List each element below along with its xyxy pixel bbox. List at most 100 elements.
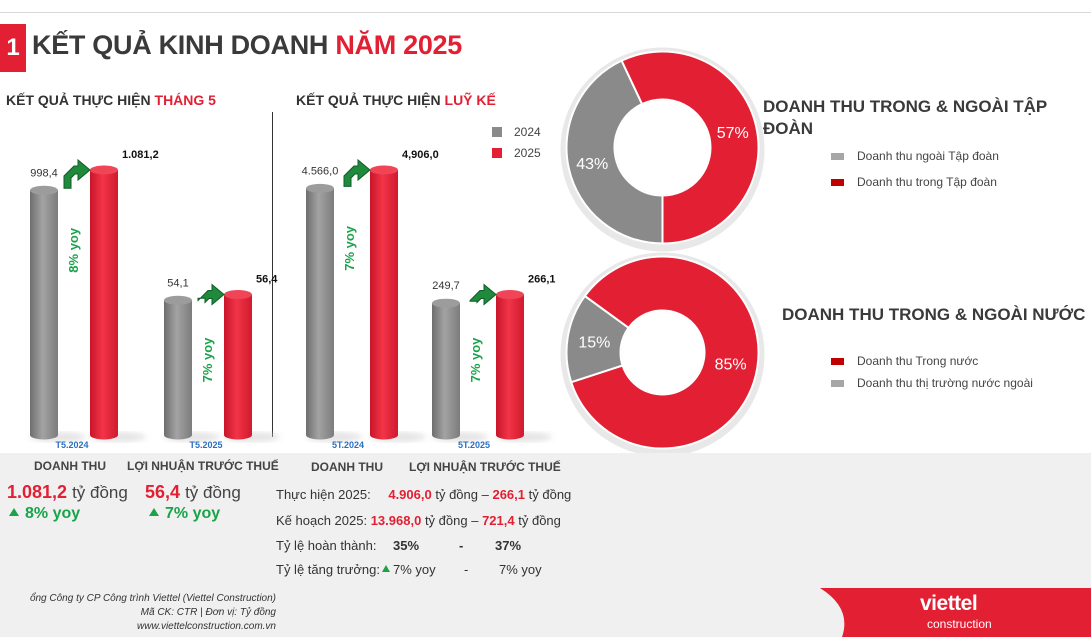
- pie1-legend-swatch-2: [831, 178, 844, 186]
- donut-hole: [615, 100, 710, 195]
- up-triangle-icon: [382, 565, 390, 572]
- actual-unit: tỷ đồng: [528, 487, 572, 502]
- donut-slice-0: [569, 255, 760, 450]
- cumulative-title-main: KẾT QUẢ THỰC HIỆN: [296, 92, 441, 108]
- cumulative-title-accent: LUỸ KẾ: [444, 92, 496, 108]
- pie1-legend-label-2: Doanh thu trong Tập đoàn: [857, 175, 997, 189]
- pie2-legend-label-2: Doanh thu thị trường nước ngoài: [857, 376, 1033, 390]
- yoy-label-p1-g1: 7% yoy: [468, 337, 483, 383]
- growth-dash: -: [464, 562, 469, 577]
- month-revenue-yoy-text: 8% yoy: [25, 505, 81, 522]
- plan-label: Kế hoạch 2025:: [276, 513, 368, 528]
- cumulative-group-profit: LỢI NHUẬN TRƯỚC THUẾ: [409, 460, 561, 474]
- bar-2025-p0-g1: [224, 290, 280, 442]
- bar-2024-p0-g0: [30, 185, 86, 442]
- bar-charts: 998,4 1.081,2 8% yoy T5.2024 54,1 56,4 7% yoy T…: [30, 149, 556, 450]
- cumulative-section-title: KẾT QUẢ THỰC HIỆN LUỸ KẾ: [296, 92, 496, 108]
- actual-label: Thực hiện 2025:: [276, 487, 371, 502]
- pie2-legend-swatch-2: [831, 379, 844, 387]
- monthly-title-main: KẾT QUẢ THỰC HIỆN: [6, 92, 151, 108]
- value-label-2024-p0-g1: 54,1: [167, 277, 188, 289]
- bar-2024-p1-g1: [432, 298, 488, 442]
- monthly-group-profit: LỢI NHUẬN TRƯỚC THUẾ: [127, 459, 279, 473]
- completion-dash: -: [459, 538, 464, 553]
- plan-unit: tỷ đồng: [518, 513, 561, 528]
- footer-company: ổng Công ty CP Công trình Viettel (Viett…: [29, 593, 276, 604]
- donut-label-1: 15%: [578, 335, 610, 352]
- month-profit-value: 56,4: [145, 482, 181, 502]
- cumulative-group-revenue: DOANH THU: [311, 460, 383, 474]
- category-label-p1-g0: 5T.2024: [332, 440, 364, 450]
- pie1-legend-item-1: Doanh thu ngoài Tập đoàn: [831, 149, 999, 163]
- completion-profit: 37%: [495, 538, 522, 553]
- bar-2025-p1-g0: [370, 165, 426, 442]
- donut-label-0: 43%: [576, 156, 608, 173]
- footer-ticker: Mã CK: CTR | Đơn vị: Tỷ đồng: [140, 607, 276, 618]
- month-revenue-yoy: 8% yoy: [9, 505, 80, 523]
- section-number-badge: 1: [0, 24, 26, 72]
- brand-logo: viettel: [920, 592, 978, 615]
- donut-hole: [621, 311, 704, 394]
- page-title-main: KẾT QUẢ KINH DOANH: [32, 30, 329, 60]
- legend-item-2024: 2024: [492, 125, 541, 139]
- value-label-2025-p0-g0: 1.081,2: [122, 149, 159, 161]
- donut-slice-1: [620, 50, 760, 245]
- pie-chart-domestic: 85% 15%: [560, 252, 765, 457]
- value-label-2024-p0-g0: 998,4: [30, 167, 58, 179]
- up-triangle-icon: [9, 508, 19, 516]
- bar-2024-p1-g0: [306, 183, 362, 442]
- growth-arrow-icon-p1-g0: [343, 158, 371, 187]
- completion-label: Tỷ lệ hoàn thành:: [276, 538, 377, 553]
- pie2-legend-swatch-1: [831, 357, 844, 365]
- actual-revenue: 4.906,0: [388, 487, 432, 502]
- month-profit-summary: 56,4 tỷ đồng: [145, 482, 241, 503]
- summary-row-plan: Kế hoạch 2025: 13.968,0 tỷ đồng – 721,4 …: [276, 513, 561, 528]
- summary-row-growth: Tỷ lệ tăng trưởng:: [276, 562, 380, 577]
- pie2-legend-label-1: Doanh thu Trong nước: [857, 354, 979, 368]
- donut-label-1: 57%: [717, 125, 749, 142]
- legend-item-2025: 2025: [492, 146, 541, 160]
- value-label-2024-p1-g0: 4.566,0: [302, 165, 339, 177]
- legend-label-2024: 2024: [514, 125, 541, 139]
- growth-revenue: 7% yoy: [382, 562, 436, 577]
- summary-row-completion: Tỷ lệ hoàn thành:: [276, 538, 376, 553]
- category-label-p0-g0: T5.2024: [55, 440, 88, 450]
- month-profit-unit: tỷ đồng: [185, 483, 241, 502]
- pie2-legend-item-1: Doanh thu Trong nước: [831, 354, 978, 368]
- footer-website: www.viettelconstruction.com.vn: [137, 621, 276, 632]
- legend-swatch-2024: [492, 127, 502, 137]
- growth-arrow-icon-p0-g0: [63, 158, 91, 189]
- category-label-p1-g1: 5T.2025: [458, 440, 490, 450]
- pie1-title: DOANH THU TRONG & NGOÀI TẬP ĐOÀN: [763, 97, 1047, 138]
- monthly-group-revenue: DOANH THU: [34, 459, 106, 473]
- summary-row-actual: Thực hiện 2025: 4.906,0 tỷ đồng – 266,1 …: [276, 487, 571, 502]
- yoy-label-p0-g0: 8% yoy: [66, 227, 81, 273]
- yoy-label-p0-g1: 7% yoy: [200, 337, 215, 383]
- bar-2024-p0-g1: [164, 295, 220, 442]
- plan-revenue: 13.968,0: [370, 513, 422, 528]
- pie2-title: DOANH THU TRONG & NGOÀI NƯỚC: [782, 305, 1086, 324]
- completion-revenue: 35%: [393, 538, 420, 553]
- month-revenue-summary: 1.081,2 tỷ đồng: [7, 482, 128, 503]
- actual-mid: tỷ đồng –: [435, 487, 489, 502]
- legend-label-2025: 2025: [514, 146, 541, 160]
- page-title-year: NĂM 2025: [335, 30, 462, 60]
- pie1-legend-label-1: Doanh thu ngoài Tập đoàn: [857, 149, 999, 163]
- month-revenue-value: 1.081,2: [7, 482, 68, 502]
- page-title: KẾT QUẢ KINH DOANH NĂM 2025: [32, 30, 462, 61]
- month-profit-yoy-text: 7% yoy: [165, 505, 221, 522]
- donut-label-0: 85%: [715, 356, 747, 373]
- growth-arrow-icon-p1-g1: [469, 283, 497, 306]
- footer-info: ổng Công ty CP Công trình Viettel (Viett…: [0, 592, 276, 634]
- yoy-label-p1-g0: 7% yoy: [342, 225, 357, 271]
- month-profit-yoy: 7% yoy: [149, 505, 220, 523]
- value-label-2025-p1-g1: 266,1: [528, 274, 556, 286]
- plan-mid: tỷ đồng –: [424, 513, 479, 528]
- top-rule: [0, 12, 1091, 13]
- plan-profit: 721,4: [482, 513, 515, 528]
- donut-slice-1: [565, 294, 630, 384]
- pie1-legend-item-2: Doanh thu trong Tập đoàn: [831, 175, 997, 189]
- pie-chart-group: 43% 57%: [560, 47, 765, 252]
- bar-2025-p1-g1: [496, 290, 552, 442]
- month-revenue-unit: tỷ đồng: [72, 483, 128, 502]
